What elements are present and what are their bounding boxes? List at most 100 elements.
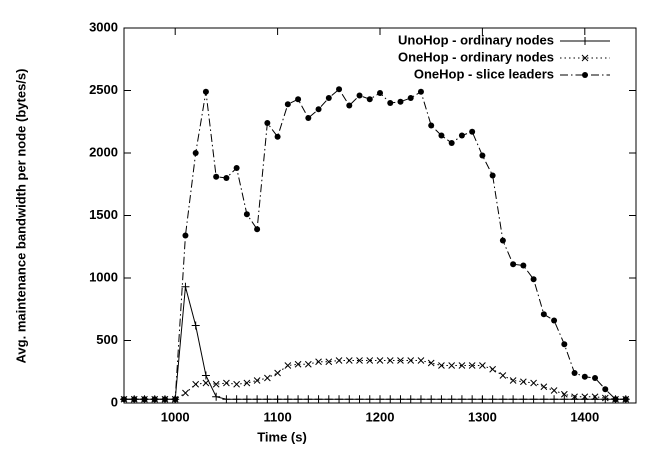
marker bbox=[376, 395, 384, 404]
marker bbox=[223, 175, 230, 181]
marker bbox=[417, 357, 425, 364]
marker bbox=[335, 357, 343, 364]
marker bbox=[550, 387, 558, 394]
marker bbox=[346, 102, 353, 109]
marker bbox=[530, 276, 537, 283]
marker bbox=[457, 395, 466, 404]
marker bbox=[264, 120, 271, 126]
marker bbox=[458, 132, 465, 139]
y-tick-label: 500 bbox=[96, 332, 118, 347]
marker bbox=[622, 396, 629, 403]
marker bbox=[243, 211, 250, 218]
marker bbox=[428, 122, 435, 129]
marker bbox=[273, 395, 282, 404]
marker bbox=[560, 395, 569, 404]
marker bbox=[212, 380, 220, 388]
marker bbox=[314, 395, 323, 404]
marker bbox=[406, 395, 415, 404]
marker bbox=[345, 357, 353, 364]
marker bbox=[172, 396, 179, 403]
marker bbox=[529, 395, 538, 404]
marker bbox=[571, 370, 578, 376]
marker bbox=[540, 311, 547, 318]
marker bbox=[335, 395, 344, 404]
marker bbox=[233, 380, 240, 388]
marker bbox=[202, 379, 210, 387]
marker bbox=[448, 362, 456, 369]
marker bbox=[387, 100, 394, 106]
marker bbox=[182, 232, 189, 239]
marker bbox=[602, 386, 609, 393]
marker bbox=[437, 395, 446, 404]
marker bbox=[592, 375, 599, 381]
marker bbox=[581, 393, 589, 401]
marker bbox=[498, 395, 507, 404]
marker bbox=[540, 383, 548, 391]
marker bbox=[315, 358, 322, 366]
marker bbox=[254, 226, 261, 233]
marker bbox=[243, 379, 251, 387]
marker bbox=[356, 92, 363, 99]
marker bbox=[550, 395, 559, 404]
marker bbox=[182, 389, 189, 397]
y-tick-label: 2500 bbox=[89, 82, 118, 97]
marker bbox=[509, 395, 518, 404]
marker bbox=[447, 395, 456, 404]
marker bbox=[376, 357, 384, 364]
marker bbox=[131, 396, 138, 403]
y-tick-label: 1500 bbox=[89, 207, 118, 222]
marker bbox=[386, 395, 395, 404]
x-tick-label: 1400 bbox=[570, 409, 599, 424]
marker bbox=[325, 95, 332, 101]
marker bbox=[365, 395, 374, 404]
marker bbox=[407, 95, 414, 101]
marker bbox=[458, 362, 466, 369]
marker bbox=[438, 362, 445, 369]
marker bbox=[612, 396, 619, 403]
marker bbox=[305, 115, 312, 121]
plot-border bbox=[123, 27, 637, 404]
marker bbox=[304, 395, 313, 404]
legend-label: OneHop - slice leaders bbox=[414, 66, 554, 81]
marker bbox=[366, 357, 374, 364]
series-line bbox=[124, 360, 626, 400]
marker bbox=[479, 362, 486, 369]
marker bbox=[324, 395, 333, 404]
marker bbox=[232, 395, 241, 404]
marker bbox=[141, 396, 148, 403]
marker bbox=[386, 357, 394, 364]
marker bbox=[581, 37, 589, 45]
marker bbox=[294, 360, 302, 368]
marker bbox=[478, 395, 487, 404]
marker bbox=[581, 373, 588, 380]
marker bbox=[509, 377, 517, 384]
marker bbox=[192, 150, 199, 156]
marker bbox=[201, 371, 210, 380]
marker bbox=[469, 128, 476, 135]
marker bbox=[223, 379, 230, 387]
marker bbox=[295, 96, 302, 103]
marker bbox=[520, 378, 527, 386]
legend-label: OneHop - ordinary nodes bbox=[398, 49, 554, 64]
marker bbox=[315, 106, 322, 113]
marker bbox=[264, 374, 271, 382]
y-tick-label: 1000 bbox=[89, 269, 118, 284]
marker bbox=[530, 379, 537, 387]
marker bbox=[499, 237, 506, 244]
marker bbox=[561, 341, 568, 348]
marker bbox=[366, 96, 373, 103]
marker bbox=[489, 365, 496, 373]
marker bbox=[284, 362, 292, 369]
legend-label: UnoHop - ordinary nodes bbox=[398, 32, 554, 47]
marker bbox=[571, 393, 578, 401]
marker bbox=[468, 395, 477, 404]
marker bbox=[499, 372, 507, 379]
marker bbox=[325, 358, 333, 366]
marker bbox=[510, 261, 517, 268]
marker bbox=[263, 395, 272, 404]
marker bbox=[519, 395, 528, 404]
marker bbox=[489, 172, 496, 179]
marker bbox=[397, 98, 404, 105]
y-axis-label: Avg. maintenance bandwidth per node (byt… bbox=[13, 69, 28, 364]
